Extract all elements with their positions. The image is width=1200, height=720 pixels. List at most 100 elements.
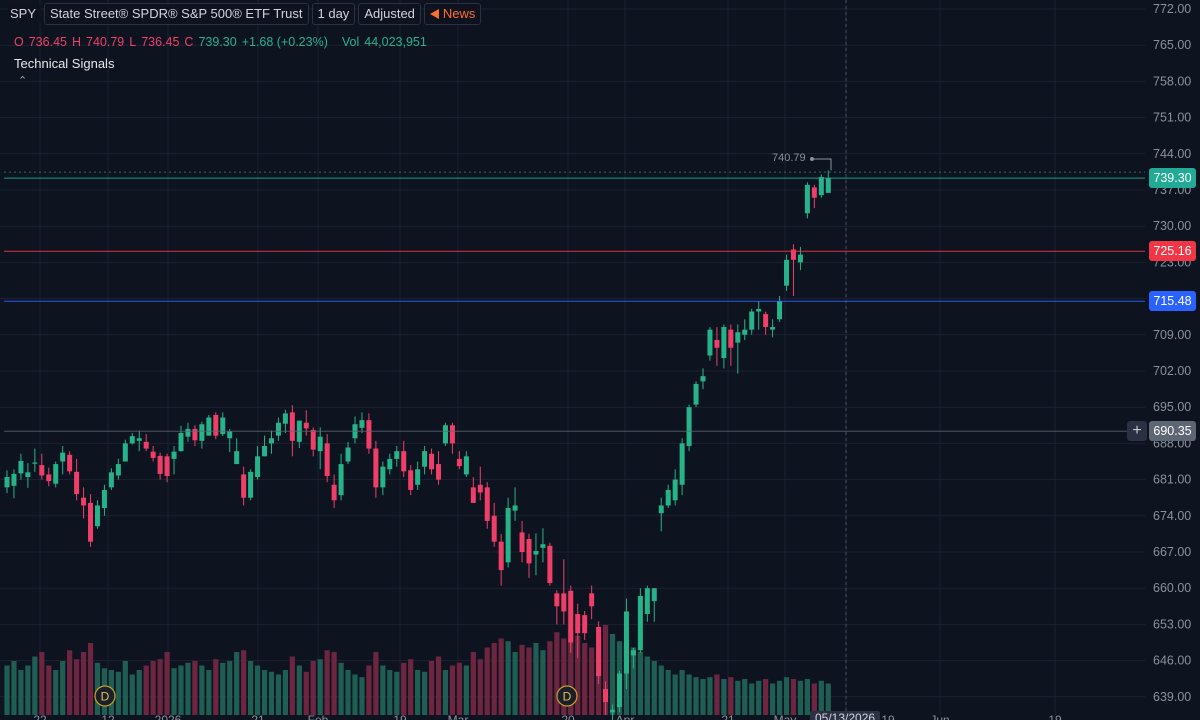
volume-bar <box>248 661 254 715</box>
open-value: 736.45 <box>28 35 67 49</box>
candle-body <box>387 458 393 470</box>
volume-bar <box>150 661 156 715</box>
candle-body <box>784 259 790 286</box>
symbol-ticker[interactable]: SPY <box>8 4 42 24</box>
candle-body <box>790 249 796 260</box>
candle-body <box>442 425 448 444</box>
crosshair-date-label: 05/13/2026 <box>815 711 875 720</box>
volume-bar <box>686 674 692 715</box>
volume-bar <box>18 670 24 715</box>
volume-bar <box>234 652 240 715</box>
time-tick-label: Apr <box>616 713 635 720</box>
volume-bar <box>415 670 421 715</box>
time-tick-label: 19 <box>881 713 895 720</box>
price-tick-label: 758.00 <box>1153 74 1191 88</box>
candle-body <box>575 614 581 634</box>
candle-body <box>630 650 636 656</box>
time-axis: 22 12 2026 21 Feb 19 Mar 20 Apr 21 May 05/13/2026 19… <box>33 711 1062 720</box>
candle-body <box>25 472 31 478</box>
volume-bar <box>589 647 595 715</box>
time-tick-label: Feb <box>308 713 329 720</box>
price-tick-label: 639.00 <box>1153 690 1191 704</box>
price-tick-label: 730.00 <box>1153 219 1191 233</box>
candle-body <box>693 383 699 405</box>
candle-body <box>422 451 428 467</box>
price-tick-label: 681.00 <box>1153 473 1191 487</box>
candle-body <box>227 431 233 439</box>
volume-bar <box>721 679 727 715</box>
volume-bar <box>67 650 73 715</box>
adjustment-button[interactable]: Adjusted <box>358 3 421 25</box>
candle-body <box>672 479 678 501</box>
candle-body <box>714 339 720 348</box>
price-tick-label: 674.00 <box>1153 509 1191 523</box>
candle-body <box>477 484 483 493</box>
dividend-marker-label: D <box>563 690 572 704</box>
volume-bar <box>289 656 295 715</box>
volume-bar <box>324 650 330 715</box>
price-tick-label: 765.00 <box>1153 38 1191 52</box>
candle-body <box>463 456 469 475</box>
candle-body <box>248 471 254 498</box>
candle-body <box>777 301 783 320</box>
volume-bar <box>32 656 38 715</box>
price-tick-label: 772.00 <box>1153 2 1191 16</box>
interval-button[interactable]: 1 day <box>311 3 356 25</box>
peak-dot <box>810 157 814 161</box>
volume-bar <box>254 665 261 715</box>
volume-bar <box>338 662 344 715</box>
volume-bar <box>80 652 87 715</box>
candle-body <box>275 422 281 436</box>
candle-body <box>81 497 87 506</box>
volume-bar <box>609 634 616 715</box>
add-alert-button[interactable]: + <box>1127 421 1147 441</box>
candle-body <box>206 417 212 436</box>
volume-bar <box>296 665 302 715</box>
news-button[interactable]: News <box>423 3 482 25</box>
support-price-tag: 715.48 <box>1149 291 1196 312</box>
volume-bar <box>470 652 476 715</box>
candle-body <box>262 445 268 457</box>
candle-body <box>540 544 546 548</box>
chevron-up-icon[interactable]: ⌃ <box>18 75 28 87</box>
price-tick-label: 667.00 <box>1153 545 1191 559</box>
volume-bar <box>74 659 80 715</box>
candle-body <box>150 451 156 458</box>
time-tick-label: Mar <box>448 713 469 720</box>
news-label: News <box>442 6 476 21</box>
volume-bar <box>192 661 198 715</box>
candle-body <box>749 311 755 330</box>
candle-body <box>429 453 435 470</box>
candle-body <box>11 473 17 486</box>
candle-body <box>707 329 713 356</box>
volume-bar <box>498 638 504 715</box>
volume-bar <box>554 632 560 715</box>
volume-bar <box>310 661 316 715</box>
candle-body <box>603 689 609 702</box>
volume-bar <box>241 650 247 715</box>
candle-body <box>317 436 323 452</box>
volume-bar <box>380 665 386 715</box>
candle-body <box>456 458 462 467</box>
candle-body <box>366 420 372 449</box>
candle-body <box>220 417 226 435</box>
volume-bar <box>46 665 52 715</box>
indicator-name[interactable]: Technical Signals <box>14 56 115 71</box>
time-tick-label: 12 <box>101 713 115 720</box>
candle-body <box>742 329 748 335</box>
volume-bar <box>345 670 351 715</box>
volume-bar <box>763 679 769 715</box>
candle-body <box>665 489 671 506</box>
candle-body <box>303 422 309 429</box>
candle-body <box>129 436 135 444</box>
candle-body <box>143 441 149 449</box>
candle-body <box>679 443 685 485</box>
volume-bar <box>679 670 685 715</box>
symbol-name[interactable]: State Street® SPDR® S&P 500® ETF Trust <box>44 3 309 25</box>
candle-body <box>310 429 316 450</box>
volume-bar <box>630 647 636 715</box>
candle-body <box>686 407 692 446</box>
candle-body <box>115 464 121 476</box>
